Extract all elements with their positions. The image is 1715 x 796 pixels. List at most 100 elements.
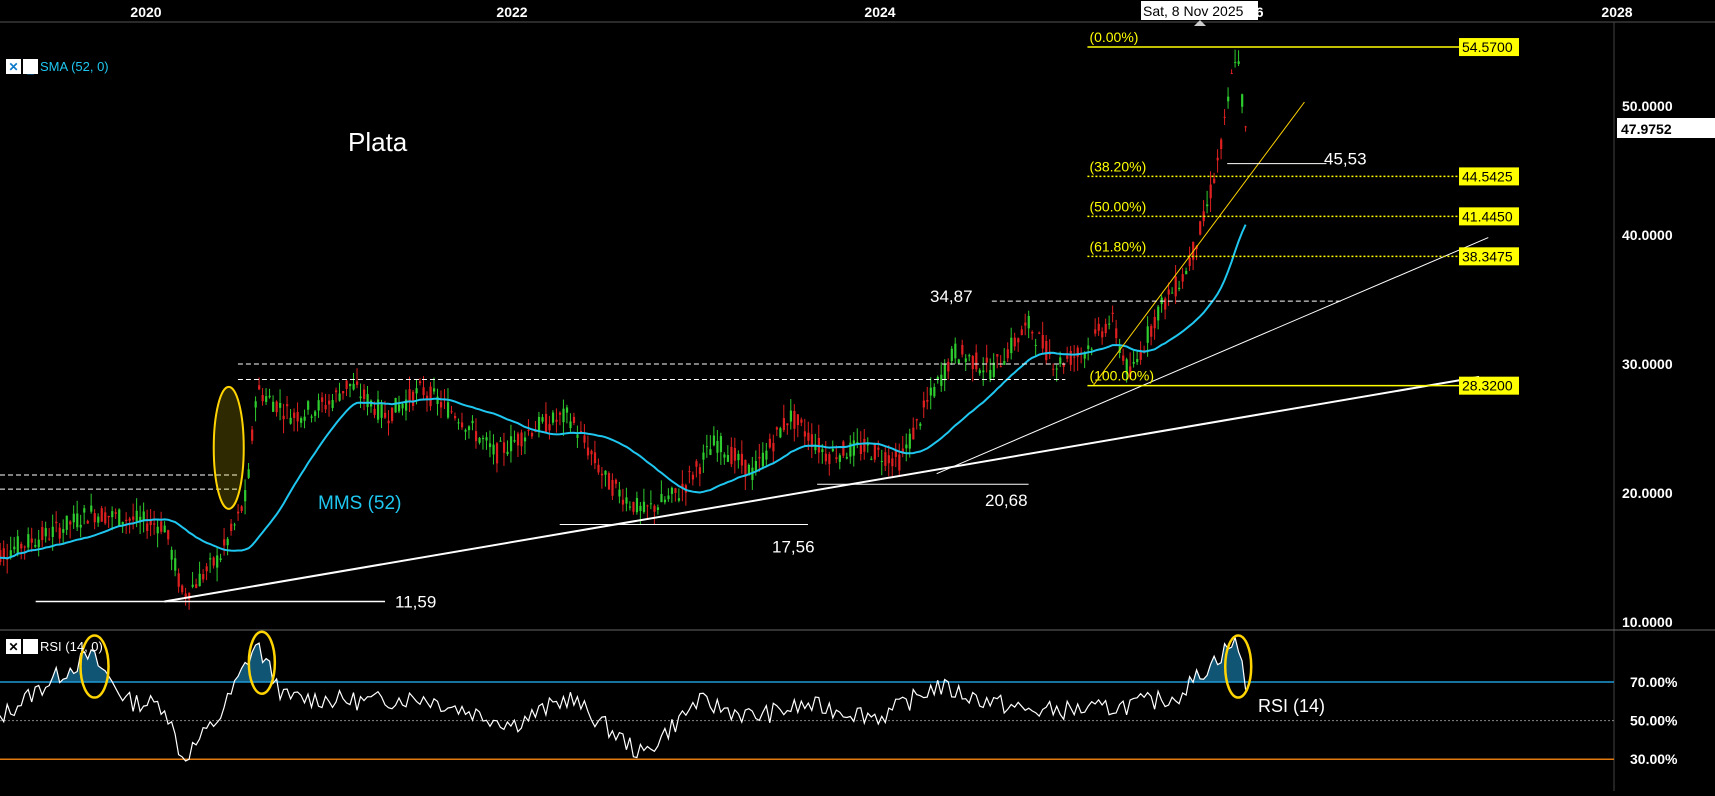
candle-body (93, 513, 96, 523)
candle-body (821, 449, 824, 453)
steep-trendline (1092, 101, 1305, 387)
candle-body (436, 396, 439, 404)
candle-body (1157, 306, 1160, 321)
candle-body (457, 422, 460, 424)
candle-body (432, 388, 436, 392)
candle-body (188, 593, 191, 600)
candle-body (705, 446, 709, 448)
candle-body (866, 444, 869, 446)
sma-badge-text: SMA (52, 0) (40, 59, 109, 74)
candle-body (142, 511, 145, 521)
candle-body (219, 558, 222, 560)
candle-body (303, 416, 306, 421)
candle-body (118, 509, 121, 527)
candle-body (251, 429, 254, 441)
price-annotation: 45,53 (1324, 150, 1367, 169)
fib-percent-label: (100.00%) (1089, 368, 1154, 384)
candle-body (625, 497, 628, 504)
candle-body (1167, 289, 1170, 295)
candle-body (905, 444, 908, 449)
candle-body (618, 489, 621, 497)
candle-body (202, 574, 205, 580)
candle-body (604, 470, 607, 475)
candle-body (342, 390, 345, 394)
candle-body (992, 362, 995, 377)
candle-body (933, 386, 936, 397)
candle-body (195, 584, 198, 588)
candle-body (23, 546, 26, 548)
candle-body (205, 566, 208, 572)
candle-body (796, 414, 799, 426)
candle-body (30, 538, 33, 543)
chart-title: Plata (348, 127, 408, 157)
candle-body (1017, 338, 1020, 343)
x-tick-label: 2024 (864, 4, 895, 20)
candle-body (1083, 353, 1086, 359)
x-tick-label: 2020 (130, 4, 161, 20)
candle-body (265, 396, 268, 402)
close-icon[interactable]: ✕ (6, 639, 21, 654)
candle-body (985, 357, 988, 363)
candle-body (226, 538, 229, 546)
close-icon[interactable]: ✕ (6, 59, 21, 74)
candle-body (1234, 62, 1237, 64)
candle-body (181, 585, 184, 593)
candle-body (198, 573, 201, 587)
fib-value-box (1459, 167, 1519, 186)
candle-body (450, 411, 453, 413)
candle-body (363, 389, 366, 399)
candle-body (1230, 73, 1233, 75)
candle-body (191, 584, 194, 587)
candle-body (1244, 126, 1247, 128)
candle-body (1171, 292, 1174, 294)
candle-body (719, 436, 723, 453)
candle-body (1241, 94, 1244, 107)
candle-body (114, 512, 117, 514)
candle-body (223, 539, 226, 546)
candle-body (1059, 357, 1062, 364)
candle-body (863, 438, 866, 452)
candle-body (709, 449, 712, 455)
candle-body (425, 395, 429, 399)
candle-body (1136, 358, 1139, 363)
candle-body (649, 503, 653, 505)
y-tick-label: 30.0000 (1622, 356, 1673, 372)
candle-body (488, 443, 492, 448)
candle-body (1132, 361, 1135, 364)
time-axis-band (0, 0, 1715, 22)
candle-body (160, 521, 163, 532)
candle-body (786, 423, 789, 426)
candle-body (677, 498, 681, 501)
candle-body (356, 381, 359, 385)
minimize-icon[interactable]: _ (23, 59, 38, 75)
support-trendline (164, 375, 1480, 603)
candle-body (828, 454, 831, 464)
candle-body (422, 387, 425, 396)
candle-body (163, 525, 166, 533)
fib-percent-label: (61.80%) (1089, 238, 1146, 254)
candle-body (83, 508, 86, 513)
candle-body (611, 479, 614, 496)
secondary-trendline (936, 237, 1489, 475)
candle-body (1090, 348, 1093, 350)
candle-body (1139, 350, 1142, 360)
candle-body (310, 416, 313, 418)
rsi-indicator-badge: ✕ _ RSI (14, 0) (6, 639, 103, 655)
candle-body (1125, 359, 1128, 375)
candle-body (814, 445, 817, 451)
candle-body (968, 355, 971, 357)
candle-body (321, 397, 324, 402)
candle-body (845, 457, 848, 459)
candle-body (366, 394, 369, 408)
current-price-label: 47.9752 (1621, 121, 1672, 137)
candle-body (1150, 326, 1153, 337)
minimize-icon[interactable]: _ (23, 639, 38, 655)
candle-body (586, 447, 590, 456)
candle-body (230, 523, 233, 531)
candle-body (411, 391, 415, 407)
candle-body (328, 400, 331, 405)
candle-body (999, 366, 1002, 368)
candle-body (765, 450, 768, 460)
candle-body (76, 513, 79, 528)
candle-body (209, 558, 212, 560)
